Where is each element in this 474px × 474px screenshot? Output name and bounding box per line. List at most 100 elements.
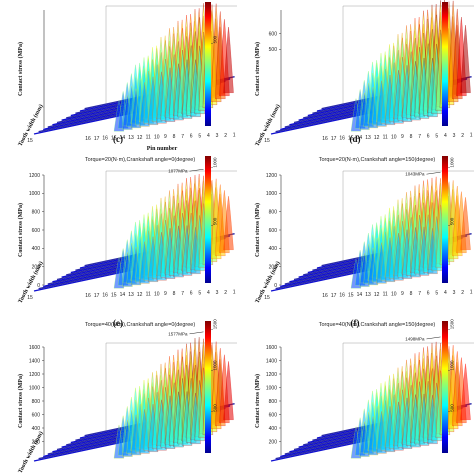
panel-title: Torque=40(N·m),Crankshaft angle=150(degr…: [319, 322, 436, 328]
y-axis-label: Tooth width (mm): [17, 430, 45, 474]
panel-body: Contact stress (MPa)16 17 16 15 14 13 12 11 10 9 8…: [17, 2, 241, 152]
z-tick-label: 400: [269, 426, 278, 432]
x-tick-label: 13: [128, 292, 134, 298]
colorbar-tick-label: 500: [450, 217, 455, 225]
y-tick-label: 15: [27, 138, 33, 144]
x-tick-label: 12: [374, 135, 380, 141]
x-tick-label: 6: [190, 134, 193, 140]
x-tick-label: 7: [418, 291, 421, 297]
x-tick-label: 4: [444, 290, 447, 296]
x-tick-label: 9: [401, 291, 404, 297]
z-tick-label: 800: [269, 209, 278, 215]
z-tick-label: 600: [269, 412, 278, 418]
x-tick-label: 12: [137, 135, 143, 141]
x-tick-label: 11: [146, 135, 151, 141]
z-tick-label: 400: [32, 246, 41, 252]
x-tick-label: 9: [164, 291, 167, 297]
x-tick-label: 1: [233, 290, 236, 296]
panel-body: 200 400 600 800 1000 1200 1400 1600 Contact stre…: [254, 319, 474, 461]
x-tick-label: 17: [331, 293, 337, 299]
panel-title: Torque=40(N·m),Crankshaft angle=0(degree…: [85, 322, 196, 328]
z-tick-label: 1200: [29, 173, 40, 179]
chart-panel: 200 400 600 800 1000 1200 1400 1600 Contact stre…: [17, 319, 241, 474]
x-tick-label: 7: [181, 291, 184, 297]
x-tick-label: 16: [339, 136, 345, 142]
x-tick-label: 13: [365, 292, 371, 298]
x-tick-label: 16: [85, 293, 91, 299]
x-tick-label: 15: [111, 292, 117, 298]
colorbar: [205, 321, 211, 453]
annotation-label: 1077MPa: [168, 169, 188, 174]
y-tick-label: 15: [27, 295, 33, 301]
x-tick-label: 2: [461, 290, 464, 296]
z-axis-label: Contact stress (MPa): [17, 42, 24, 96]
x-tick-label: 10: [391, 134, 397, 140]
x-tick-label: 2: [461, 133, 464, 139]
x-tick-label: 9: [164, 134, 167, 140]
x-tick-label: 7: [181, 134, 184, 140]
x-tick-label: 11: [383, 135, 388, 141]
x-tick-label: 16: [102, 136, 108, 142]
z-tick-label: 800: [32, 209, 41, 215]
x-tick-label: 12: [137, 292, 143, 298]
chart-panel: 200 400 600 800 1000 1200 1400 1600 Contact stre…: [254, 319, 474, 461]
panel-body: 200 400 600 800 1000 1200 1400 1600 Contact stre…: [17, 319, 241, 474]
x-tick-label: 3: [216, 290, 219, 296]
x-tick-label: 3: [453, 133, 456, 139]
x-tick-label: 6: [427, 134, 430, 140]
panel-label: (e): [113, 318, 123, 328]
x-tick-label: 12: [374, 292, 380, 298]
z-tick-label: 1600: [29, 345, 40, 351]
z-tick-label: 1600: [266, 345, 277, 351]
colorbar: [442, 156, 448, 283]
annotation-label: 1577MPa: [168, 331, 188, 336]
z-axis-label: Contact stress (MPa): [254, 203, 261, 257]
colorbar-tick-label: 1000: [213, 360, 218, 371]
z-tick-label: 1000: [29, 191, 40, 197]
z-tick-label: 400: [269, 246, 278, 252]
z-tick-label: 600: [269, 228, 278, 234]
x-axis-label: Pin number: [147, 146, 178, 152]
x-tick-label: 16: [339, 293, 345, 299]
annotation-label: 1043MPa: [405, 172, 425, 177]
x-tick-label: 8: [173, 291, 176, 297]
chart-panel: 0 200 400 600 800 1000 1200 Contact stress (MPa…: [17, 156, 241, 304]
x-tick-label: 6: [427, 291, 430, 297]
x-tick-label: 4: [207, 290, 210, 296]
z-tick-label: 1400: [29, 358, 40, 364]
chart-panel: 0 200 400 600 800 1000 1200 Contact stress (MPa…: [254, 156, 474, 304]
annotation-arrow: [190, 332, 204, 334]
z-tick-label: 1000: [29, 385, 40, 391]
colorbar: [442, 2, 448, 126]
z-tick-label: 500: [269, 47, 278, 53]
colorbar-tick-label: 1000: [450, 157, 455, 168]
panel-body: 0 200 400 600 800 1000 1200 Contact stress (MPa…: [254, 156, 474, 304]
x-tick-label: 14: [357, 292, 363, 298]
x-tick-label: 17: [94, 136, 100, 142]
colorbar-tick-label: 1000: [213, 157, 218, 168]
annotation-arrow: [427, 172, 441, 174]
z-axis-label: Contact stress (MPa): [17, 374, 24, 428]
z-tick-label: 1000: [266, 385, 277, 391]
x-tick-label: 5: [198, 290, 201, 296]
z-axis-label: Contact stress (MPa): [254, 42, 261, 96]
panel-label: (d): [350, 134, 361, 144]
x-tick-label: 11: [383, 292, 388, 298]
x-tick-label: 9: [401, 134, 404, 140]
x-tick-label: 14: [120, 292, 126, 298]
x-tick-label: 3: [453, 290, 456, 296]
x-tick-label: 10: [391, 291, 397, 297]
z-tick-label: 600: [269, 31, 278, 37]
z-axis-label: Contact stress (MPa): [254, 374, 261, 428]
z-tick-label: 1200: [266, 173, 277, 179]
colorbar-tick-label: 1500: [213, 319, 218, 330]
chart-panel: Contact stress (MPa)16 17 16 15 14 13 12 11 10 9 8…: [17, 2, 241, 152]
x-tick-label: 7: [418, 134, 421, 140]
z-tick-label: 600: [32, 412, 41, 418]
colorbar-tick-label: 500: [450, 404, 455, 412]
x-tick-label: 5: [435, 290, 438, 296]
x-tick-label: 8: [173, 134, 176, 140]
